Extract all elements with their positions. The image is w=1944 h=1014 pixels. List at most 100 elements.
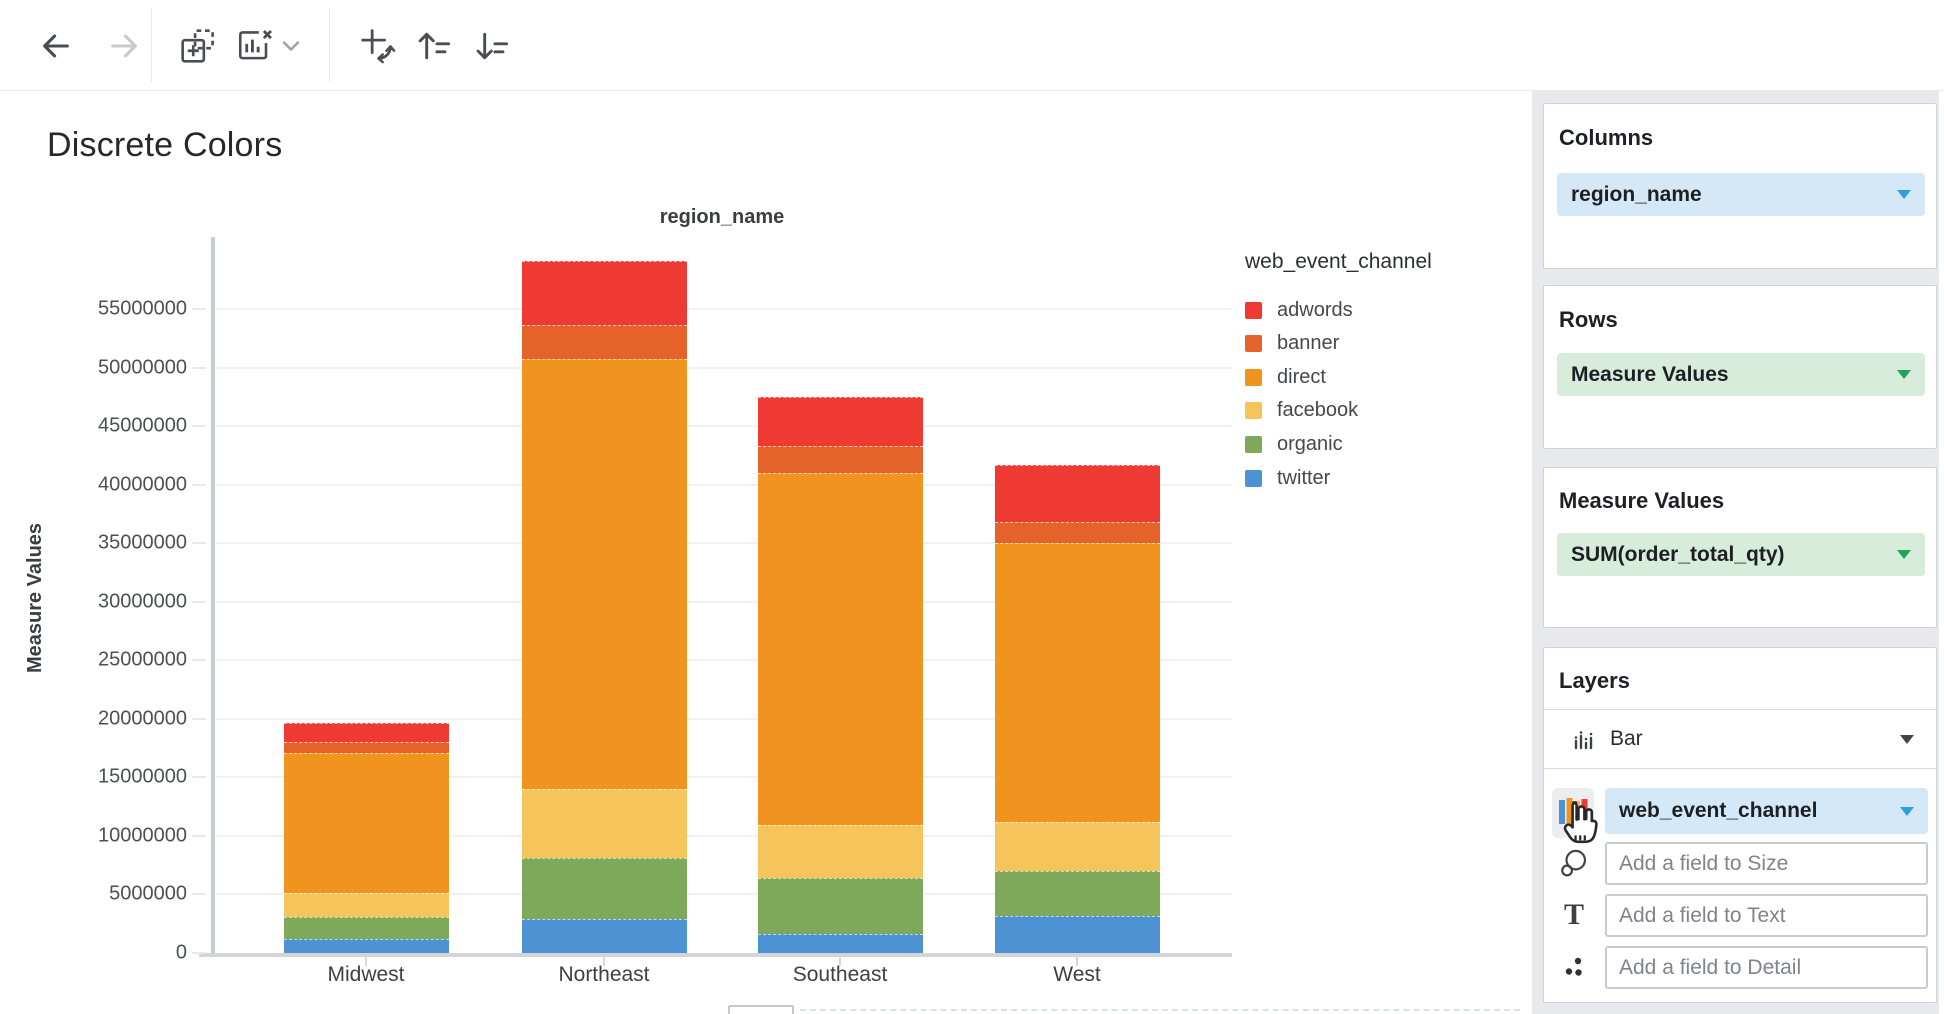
layers-heading: Layers [1559, 668, 1630, 693]
sort-descending-button[interactable] [470, 24, 514, 68]
bar-chart-icon [1568, 723, 1600, 755]
legend-item-label: direct [1277, 365, 1326, 388]
y-tick-label: 10000000 [98, 824, 187, 847]
rows-field-pill[interactable]: Measure Values [1557, 353, 1925, 396]
remove-chart-button[interactable] [230, 24, 282, 68]
y-tick [192, 366, 206, 369]
add-element-button[interactable] [176, 24, 220, 68]
legend-item-adwords[interactable]: adwords [1245, 293, 1353, 327]
gridline [216, 483, 1232, 486]
bar-segment-adwords[interactable] [994, 464, 1160, 523]
dropdown-caret-icon [283, 41, 299, 51]
bar-segment-banner[interactable] [757, 445, 923, 473]
bar-segment-facebook[interactable] [757, 825, 923, 879]
color-field-pill[interactable]: web_event_channel [1605, 788, 1928, 834]
bar-segment-twitter[interactable] [757, 934, 923, 953]
y-tick-label: 15000000 [98, 765, 187, 788]
bar-segment-facebook[interactable] [521, 789, 687, 859]
bar-segment-direct[interactable] [757, 472, 923, 826]
remove-chart-caret[interactable] [278, 24, 304, 68]
gridline [216, 834, 1232, 837]
measure-values-field-label: SUM(order_total_qty) [1571, 542, 1785, 566]
cropped-bottom-divider [800, 1009, 1520, 1011]
y-tick-label: 50000000 [98, 356, 187, 378]
back-button[interactable] [34, 24, 78, 68]
legend-swatch-twitter [1245, 469, 1262, 487]
columns-card: Columns region_name [1543, 103, 1937, 269]
bar-segment-direct[interactable] [283, 752, 449, 894]
chevron-down-icon [1900, 734, 1914, 744]
layers-card: Layers Bar [1543, 647, 1937, 1003]
bar-segment-twitter[interactable] [521, 919, 687, 953]
bar-segment-facebook[interactable] [994, 821, 1160, 872]
bar-segment-direct[interactable] [994, 543, 1160, 822]
y-tick-label: 20000000 [98, 707, 187, 730]
legend-item-facebook[interactable]: facebook [1245, 394, 1358, 428]
y-tick-label: 25000000 [98, 648, 187, 671]
layer-type-select[interactable]: Bar [1544, 709, 1936, 769]
measure-values-field-pill[interactable]: SUM(order_total_qty) [1557, 533, 1925, 576]
bar-segment-facebook[interactable] [283, 893, 449, 917]
toolbar [0, 0, 1944, 91]
cropped-bottom-widget [728, 1005, 794, 1014]
bar-segment-twitter[interactable] [994, 915, 1160, 953]
legend-swatch-banner [1245, 335, 1262, 353]
x-tick [603, 957, 605, 966]
remove-chart-icon [236, 27, 276, 65]
bar-segment-organic[interactable] [994, 871, 1160, 916]
y-tick [192, 893, 206, 896]
bar-segment-adwords[interactable] [283, 723, 449, 743]
measure-values-heading: Measure Values [1559, 488, 1725, 513]
bar-segment-organic[interactable] [757, 878, 923, 935]
y-tick-label: 40000000 [98, 473, 187, 496]
bar-segment-banner[interactable] [521, 325, 687, 360]
chart-title: Discrete Colors [47, 126, 283, 164]
swap-axes-button[interactable] [356, 24, 400, 68]
detail-icon [1558, 951, 1590, 983]
legend-item-twitter[interactable]: twitter [1245, 461, 1330, 495]
toolbar-divider [329, 8, 330, 82]
x-tick [1076, 957, 1078, 966]
bar-segment-organic[interactable] [283, 916, 449, 939]
detail-field-input[interactable] [1605, 946, 1928, 989]
bar-segment-direct[interactable] [521, 359, 687, 790]
legend-item-banner[interactable]: banner [1245, 327, 1339, 361]
legend-item-label: banner [1277, 332, 1340, 355]
size-field-input[interactable] [1605, 842, 1928, 885]
bar-segment-adwords[interactable] [521, 260, 687, 326]
color-field-label: web_event_channel [1619, 799, 1818, 822]
bar-segment-banner[interactable] [283, 742, 449, 753]
chevron-down-icon [1897, 190, 1911, 199]
legend-item-label: twitter [1277, 466, 1331, 489]
forward-button[interactable] [102, 24, 146, 68]
rows-field-label: Measure Values [1571, 362, 1729, 386]
bar-segment-adwords[interactable] [757, 396, 923, 446]
add-element-icon [179, 27, 217, 65]
x-axis-category-label: Midwest [327, 963, 405, 986]
columns-field-pill[interactable]: region_name [1557, 173, 1925, 216]
size-icon [1558, 847, 1590, 879]
forward-arrow-icon [107, 29, 141, 63]
y-tick [192, 483, 206, 486]
legend-item-direct[interactable]: direct [1245, 360, 1326, 394]
y-tick [192, 776, 206, 779]
gridline [216, 776, 1232, 779]
color-shelf-button[interactable] [1552, 788, 1594, 838]
sort-ascending-button[interactable] [412, 24, 456, 68]
legend-item-label: organic [1277, 432, 1343, 455]
bar-segment-organic[interactable] [521, 858, 687, 920]
toolbar-divider [151, 8, 152, 82]
x-tick [365, 957, 367, 966]
rows-heading: Rows [1559, 307, 1618, 332]
swap-axes-icon [359, 27, 397, 65]
bar-segment-banner[interactable] [994, 522, 1160, 544]
bar-segment-twitter[interactable] [283, 938, 449, 953]
legend-item-organic[interactable]: organic [1245, 427, 1343, 461]
panel-right-edge [1939, 91, 1944, 1014]
legend-swatch-direct [1245, 368, 1262, 386]
y-tick [192, 659, 206, 662]
gridline [216, 307, 1232, 310]
text-field-input[interactable] [1605, 894, 1928, 937]
text-icon: T [1563, 898, 1584, 931]
color-columns-icon [1558, 795, 1588, 832]
